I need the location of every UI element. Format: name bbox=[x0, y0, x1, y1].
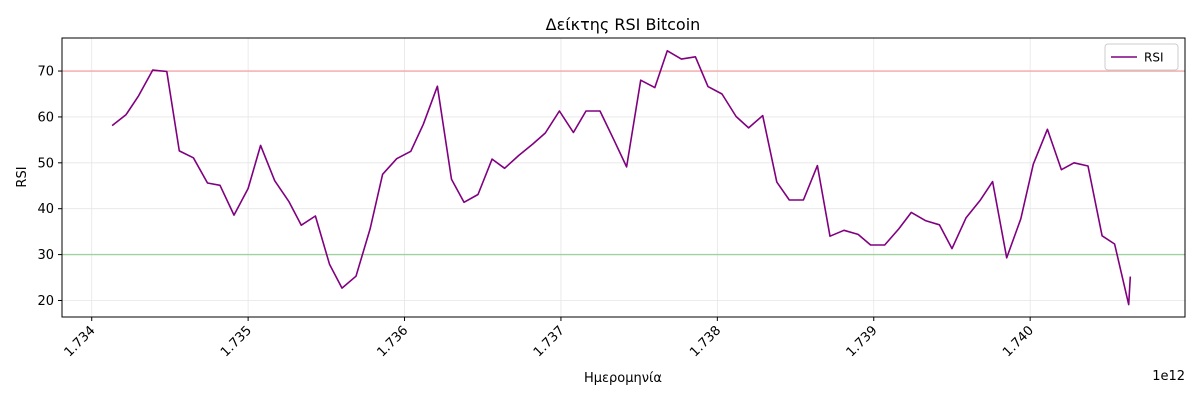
legend: RSI bbox=[1104, 43, 1179, 71]
x-tick-label: 1.738 bbox=[687, 323, 724, 360]
x-axis-label: Ημερομηνία bbox=[584, 371, 662, 386]
x-tick-label: 1.734 bbox=[62, 323, 99, 360]
x-tick-label: 1.739 bbox=[844, 323, 881, 360]
legend-label: RSI bbox=[1144, 51, 1164, 65]
chart-title: Δείκτης RSI Bitcoin bbox=[546, 15, 701, 34]
y-tick-label: 30 bbox=[37, 248, 54, 263]
y-tick-label: 50 bbox=[37, 156, 54, 171]
y-axis: 20 30 40 50 60 70 bbox=[37, 65, 62, 309]
y-axis-label: RSI bbox=[15, 166, 30, 187]
x-tick-label: 1.736 bbox=[374, 323, 411, 360]
x-tick-label: 1.737 bbox=[531, 323, 568, 360]
x-offset-label: 1e12 bbox=[1152, 369, 1185, 384]
plot-frame bbox=[61, 37, 1186, 318]
y-tick-label: 60 bbox=[37, 110, 54, 125]
y-tick-label: 20 bbox=[37, 294, 54, 309]
grid bbox=[62, 38, 1185, 317]
x-tick-label: 1.740 bbox=[1000, 323, 1037, 360]
y-tick-label: 70 bbox=[37, 65, 54, 80]
y-tick-label: 40 bbox=[37, 202, 54, 217]
rsi-series-line bbox=[111, 49, 1132, 306]
x-tick-label: 1.735 bbox=[218, 323, 255, 360]
reference-lines bbox=[62, 70, 1185, 256]
x-axis: 1.734 1.735 1.736 1.737 1.738 1.739 1.740 bbox=[62, 317, 1037, 360]
series-layer bbox=[111, 49, 1132, 306]
legend-box bbox=[1104, 43, 1179, 71]
